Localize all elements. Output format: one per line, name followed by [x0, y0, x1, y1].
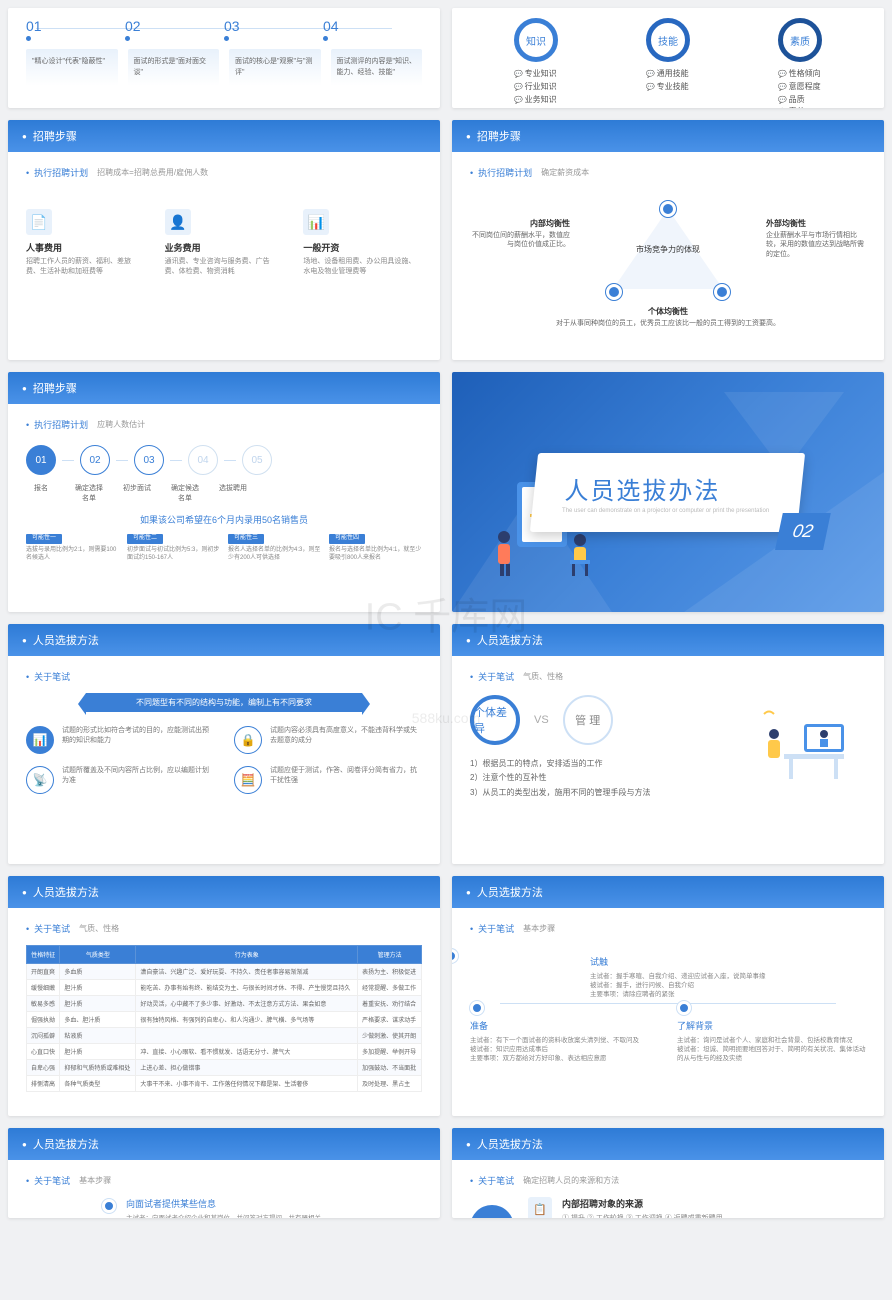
header-5: 招聘步骤 — [8, 372, 440, 404]
chart-icon: 📊 — [303, 209, 329, 235]
slide-4: 招聘步骤 执行招聘计划确定薪资成本 市场竞争力的体现 内部均衡性不同岗位间的薪酬… — [452, 120, 884, 360]
header-7: 人员选拔方法 — [8, 624, 440, 656]
doc-icon: 📄 — [26, 209, 52, 235]
chart-icon: 📊 — [26, 726, 54, 754]
card-2: 面试的形式是"面对面交谈" — [128, 49, 220, 86]
calc-icon: 🧮 — [234, 766, 262, 794]
num-04: 04 — [323, 18, 422, 41]
card-4: 面试测评的内容是"知识、能力、经验、技能" — [331, 49, 423, 86]
header-10: 人员选拔方法 — [452, 876, 884, 908]
section-title: 人员选拔办法 — [565, 471, 772, 506]
header-3: 招聘步骤 — [8, 120, 440, 152]
circle-skill: 技能 — [646, 18, 690, 62]
num-03: 03 — [224, 18, 323, 41]
slide-3: 招聘步骤 执行招聘计划招聘成本=招聘总费用/雇佣人数 📄 人事费用 招聘工作人员… — [8, 120, 440, 360]
slide-1: 01 02 03 04 "精心设计"代表"隐蔽性" 面试的形式是"面对面交谈" … — [8, 8, 440, 108]
slide-8: 人员选拔方法 关于笔试气质、性格 个体差异 VS 管 理 1）根据员工的特点，安… — [452, 624, 884, 864]
slide-6-divider: 人员选拔办法 The user can demonstrate on a pro… — [452, 372, 884, 612]
person-icon: 👤 — [165, 209, 191, 235]
header-8: 人员选拔方法 — [452, 624, 884, 656]
knowledge-list: 专业知识行业知识业务知识 — [514, 68, 558, 106]
slide-11: 人员选拔方法 关于笔试基本步骤 向面试者提供某些信息 主试者：向面试者介绍企业和… — [8, 1128, 440, 1218]
slide-10: 人员选拔方法 关于笔试基本步骤 试触 主试者：握手寒暄、自我介绍、递迎应试者入座… — [452, 876, 884, 1116]
watermark-sub: 588ku.com — [412, 710, 480, 726]
slide-2: 知识 专业知识行业知识业务知识 技能 通用技能专业技能 素质 性格倾向意愿程度品… — [452, 8, 884, 108]
circle-knowledge: 知识 — [514, 18, 558, 62]
methods-circle: 招聘方法 — [470, 1205, 514, 1218]
card-1: "精心设计"代表"隐蔽性" — [26, 49, 118, 86]
lock-icon: 🔒 — [234, 726, 262, 754]
quality-list: 性格倾向意愿程度品质素养 — [778, 68, 822, 108]
header-12: 人员选拔方法 — [452, 1128, 884, 1160]
clipboard-icon: 📋 — [528, 1197, 552, 1218]
card-3: 面试的核心是"观察"与"测评" — [229, 49, 321, 86]
personality-table: 性格特征气质类型行为表象管理方法 开朗直爽多血质潇自豪洁、兴趣广泛、爱好玩耍、不… — [26, 945, 422, 1092]
desk-illustration-icon — [754, 704, 854, 784]
skill-list: 通用技能专业技能 — [646, 68, 690, 94]
slide-7: 人员选拔方法 关于笔试 不同题型有不同的结构与功能，编制上有不同要求 📊试题的形… — [8, 624, 440, 864]
header-9: 人员选拔方法 — [8, 876, 440, 908]
header-4: 招聘步骤 — [452, 120, 884, 152]
slide-9: 人员选拔方法 关于笔试气质、性格 性格特征气质类型行为表象管理方法 开朗直爽多血… — [8, 876, 440, 1116]
target-icon: 📡 — [26, 766, 54, 794]
slide-12: 人员选拔方法 关于笔试确定招聘人员的来源和方法 招聘方法 📋 内部招聘对象的来源… — [452, 1128, 884, 1218]
header-11: 人员选拔方法 — [8, 1128, 440, 1160]
num-02: 02 — [125, 18, 224, 41]
num-01: 01 — [26, 18, 125, 41]
slide-5: 招聘步骤 执行招聘计划应聘人数估计 01 02 03 04 05 报名确定选择名… — [8, 372, 440, 612]
circle-quality: 素质 — [778, 18, 822, 62]
